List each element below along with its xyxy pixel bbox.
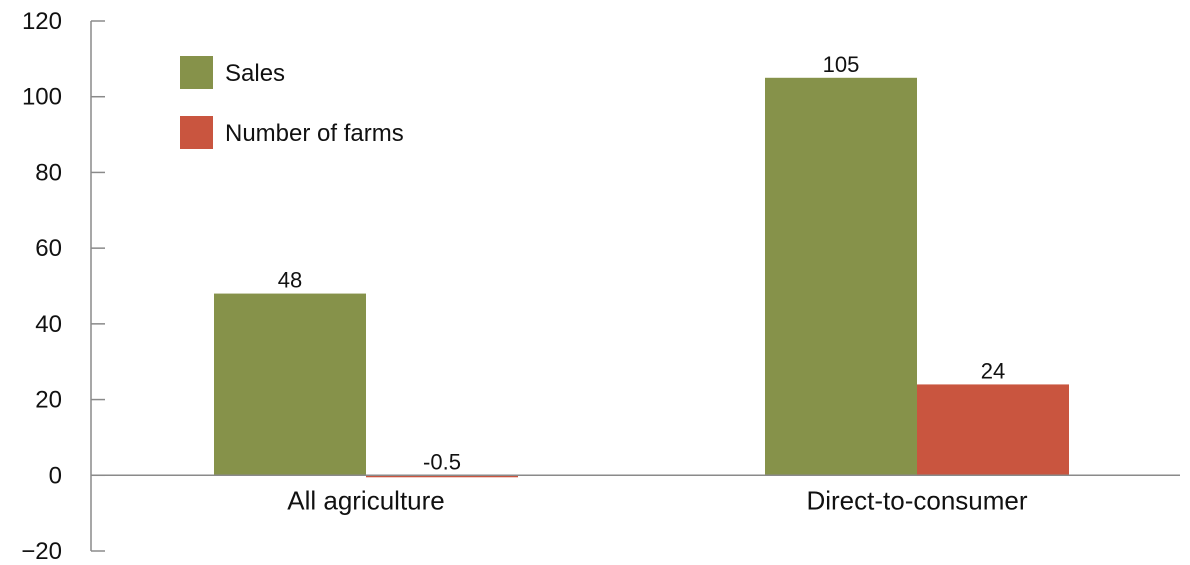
data-label: 105	[823, 52, 860, 77]
data-label: 24	[981, 358, 1005, 383]
bars	[214, 77, 1069, 478]
bar-number-of-farms	[366, 475, 518, 478]
y-tick-label: 60	[35, 235, 62, 262]
legend-label: Number of farms	[225, 120, 404, 147]
y-tick-label: 40	[35, 311, 62, 338]
y-tick-label: −20	[21, 538, 62, 565]
y-tick-label: 100	[22, 84, 62, 111]
legend-label: Sales	[225, 60, 285, 87]
y-tick-label: 80	[35, 159, 62, 186]
legend-swatch	[180, 56, 213, 89]
category-labels: All agriculture Direct-to-consumer	[287, 485, 1028, 515]
data-labels: 48 105 -0.5 24	[278, 52, 1005, 474]
legend: Sales Number of farms	[180, 56, 404, 149]
bar-sales	[214, 293, 366, 476]
category-label: Direct-to-consumer	[806, 485, 1027, 515]
data-label: 48	[278, 268, 302, 293]
legend-swatch	[180, 116, 213, 149]
bar-number-of-farms	[917, 384, 1069, 476]
y-tick-label: 120	[22, 8, 62, 35]
data-label: -0.5	[423, 449, 461, 474]
y-axis: 120 100 80 60 40 20 0 −20	[21, 8, 105, 565]
y-tick-label: 20	[35, 387, 62, 414]
category-label: All agriculture	[287, 485, 445, 515]
bar-sales	[765, 77, 917, 476]
y-tick-label: 0	[49, 462, 62, 489]
